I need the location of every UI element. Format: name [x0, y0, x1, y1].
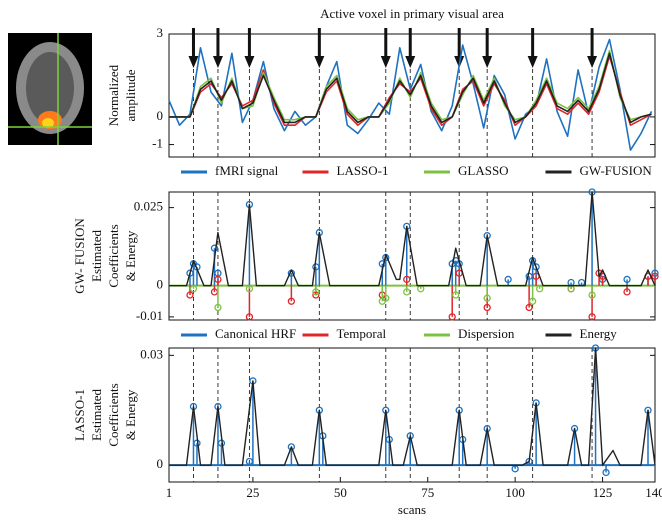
event-arrow-head — [587, 56, 598, 68]
x-tick-label: 1 — [166, 485, 173, 500]
stem-marker — [210, 244, 219, 252]
stem-marker — [623, 275, 631, 284]
line-series — [169, 55, 652, 126]
x-axis-label: scans — [398, 502, 426, 517]
stem-marker — [312, 288, 320, 296]
legend-label: GW-FUSION — [580, 163, 653, 178]
stem-marker — [623, 288, 631, 296]
event-arrow-head — [380, 56, 391, 68]
y-axis-label: Coefficients — [106, 383, 121, 446]
y-tick-label: 0 — [157, 108, 164, 123]
chart-title: Active voxel in primary visual area — [320, 6, 504, 21]
legend-label: Energy — [580, 326, 618, 341]
stem-marker — [448, 313, 456, 321]
plot-frame — [168, 191, 656, 321]
x-tick-label: 125 — [593, 485, 613, 500]
event-arrow-head — [527, 56, 538, 68]
y-tick-label: 0 — [157, 456, 164, 471]
y-axis-label: LASSO-1 — [72, 389, 87, 441]
line-series — [169, 52, 652, 124]
event-arrow-head — [212, 56, 223, 68]
stem-marker — [287, 443, 296, 451]
event-arrow-head — [188, 56, 199, 68]
event-arrow-head — [314, 56, 325, 68]
line-series — [168, 38, 653, 151]
stem-marker — [382, 294, 390, 302]
event-arrow-head — [405, 56, 416, 68]
legend-label: GLASSO — [458, 163, 509, 178]
stem-marker — [403, 275, 411, 284]
brain-inner — [26, 52, 74, 124]
plot-frame — [168, 33, 656, 158]
legend-label: Canonical HRF — [215, 326, 296, 341]
stem-marker — [528, 297, 537, 305]
stem-marker — [651, 269, 659, 277]
y-axis-label: amplitude — [123, 69, 138, 121]
stem-marker — [588, 313, 596, 321]
y-tick-label: 0.025 — [134, 199, 163, 214]
y-tick-label: -0.01 — [136, 308, 163, 323]
activation-core — [42, 118, 54, 128]
y-axis-label: Estimated — [89, 389, 104, 441]
x-tick-label: 75 — [421, 485, 434, 500]
stem-marker — [483, 303, 491, 312]
y-axis-label: GW- FUSION — [72, 218, 87, 294]
y-axis-label: Estimated — [89, 230, 104, 282]
brain-image — [8, 33, 92, 145]
stem-marker — [504, 275, 512, 284]
energy-line — [169, 347, 656, 466]
stem-marker — [214, 275, 222, 284]
y-axis-label: & Energy — [123, 389, 138, 440]
stem-marker — [189, 285, 198, 293]
event-arrow-head — [244, 56, 255, 68]
stem-marker — [214, 303, 222, 312]
stem-marker — [452, 291, 460, 299]
legend-label: LASSO-1 — [337, 163, 389, 178]
x-tick-label: 140 — [645, 485, 662, 500]
event-arrow-head — [482, 56, 493, 68]
stem-marker — [483, 294, 491, 302]
plot-frame — [168, 347, 656, 483]
stem-marker — [186, 291, 194, 299]
stem-marker — [312, 291, 320, 299]
y-axis-label: Coefficients — [106, 224, 121, 287]
legend-label: Dispersion — [458, 326, 515, 341]
stem-marker — [651, 272, 659, 280]
y-tick-label: 0.03 — [140, 346, 163, 361]
y-axis-label: & Energy — [123, 230, 138, 281]
stem-marker — [287, 297, 296, 305]
stem-marker — [532, 263, 540, 271]
energy-line — [169, 191, 656, 287]
stem-marker — [588, 291, 596, 299]
stem-marker — [403, 288, 411, 296]
legend-label: fMRI signal — [215, 163, 279, 178]
x-tick-label: 25 — [246, 485, 259, 500]
y-tick-label: 0 — [157, 277, 164, 292]
stem-marker — [245, 313, 254, 321]
x-tick-label: 50 — [334, 485, 347, 500]
stem-marker — [602, 468, 610, 477]
line-series — [169, 49, 652, 121]
stem-marker — [525, 303, 533, 312]
y-tick-label: 3 — [157, 25, 164, 40]
x-tick-label: 100 — [505, 485, 525, 500]
stem-marker — [245, 285, 254, 293]
legend-label: Temporal — [337, 326, 387, 341]
y-tick-label: -1 — [152, 136, 163, 151]
y-axis-label: Normalized — [106, 64, 121, 126]
stem-marker — [535, 285, 544, 293]
